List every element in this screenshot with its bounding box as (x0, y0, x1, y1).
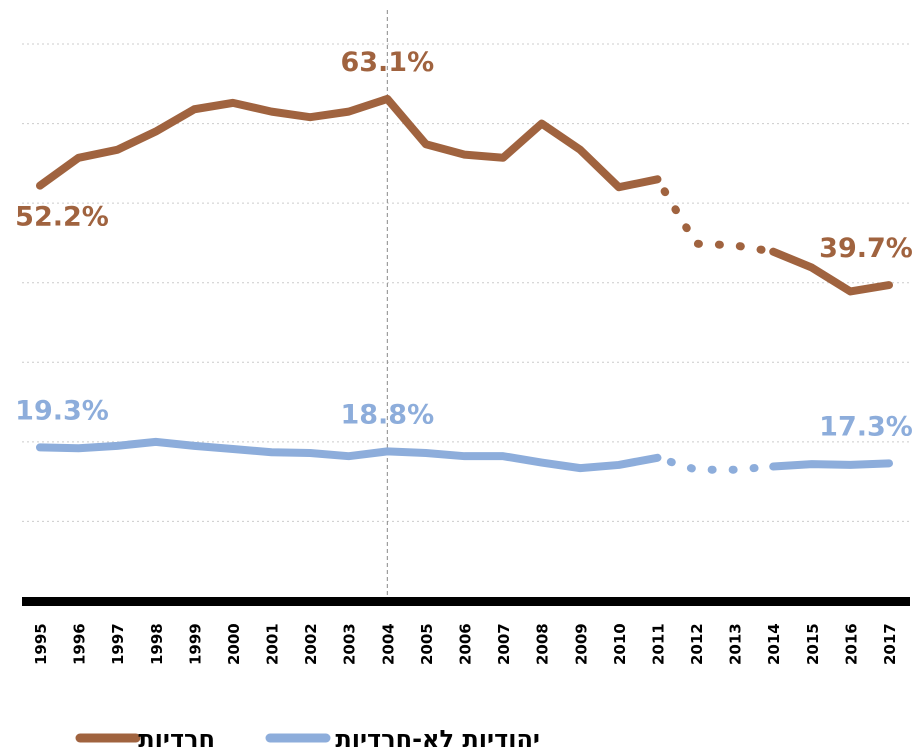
x-tick-label: 2007 (495, 623, 513, 665)
value-label: 39.7% (819, 233, 913, 264)
series-line (36, 94, 662, 192)
x-tick-label: 2012 (688, 623, 706, 665)
series-line (36, 437, 662, 473)
series-line (653, 453, 778, 474)
value-label: 63.1% (340, 47, 434, 78)
x-tick-label: 2003 (341, 623, 359, 665)
x-tick-label: 2011 (649, 623, 667, 665)
x-tick-label: 2016 (842, 623, 860, 665)
series-line (769, 459, 893, 471)
x-tick-label: 2017 (881, 623, 899, 665)
x-tick-label: 1996 (71, 623, 89, 665)
value-label: 52.2% (15, 202, 109, 233)
x-tick-label: 1997 (109, 623, 127, 665)
x-axis (22, 597, 910, 606)
x-tick-label: 2001 (264, 623, 282, 665)
legend-label: יהודיות לא-חרדיות (335, 725, 540, 750)
x-tick-label: 1998 (148, 623, 166, 665)
x-tick-label: 2015 (804, 623, 822, 665)
x-tick-label: 2000 (225, 623, 243, 665)
x-tick-label: 2009 (572, 623, 590, 665)
x-tick-label: 2006 (457, 623, 475, 665)
x-tick-label: 1995 (32, 623, 50, 665)
x-tick-label: 2010 (611, 623, 629, 665)
x-tick-label: 2005 (418, 623, 436, 665)
value-label: 19.3% (15, 395, 109, 426)
x-tick-label: 2002 (302, 623, 320, 665)
series-line (769, 247, 893, 296)
value-label: 17.3% (819, 411, 913, 442)
x-tick-label: 2004 (379, 623, 397, 665)
value-label: 18.8% (340, 399, 434, 430)
legend-label: חרדיות (138, 725, 215, 750)
x-tick-label: 2008 (534, 623, 552, 665)
x-tick-label: 2014 (765, 623, 783, 665)
x-tick-label: 2013 (727, 623, 745, 665)
series-line (653, 175, 778, 256)
x-tick-label: 1999 (186, 623, 204, 665)
